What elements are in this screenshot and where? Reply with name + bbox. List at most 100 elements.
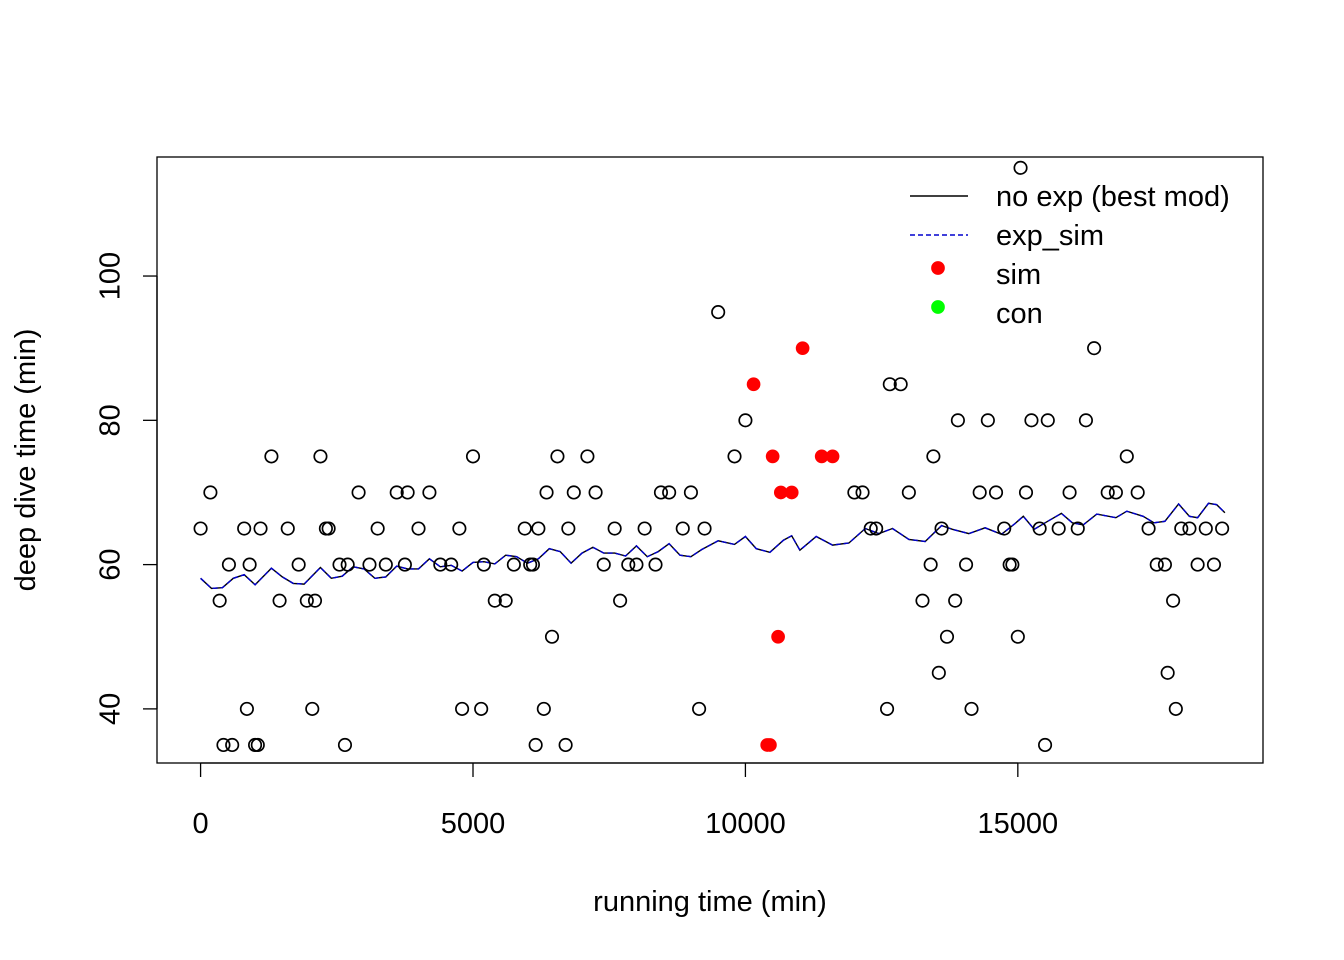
data-point (1100, 485, 1115, 500)
data-point (362, 557, 377, 572)
data-point (1070, 521, 1085, 536)
legend-label-con: con (996, 298, 1043, 330)
data-point (939, 629, 955, 644)
data-point (433, 557, 448, 572)
legend-swatch-sim (931, 261, 945, 275)
data-point-sim (765, 449, 780, 464)
y-axis: 40 60 80 100 (95, 252, 158, 725)
data-point (487, 593, 502, 608)
data-point (452, 521, 467, 536)
data-point (607, 521, 622, 536)
data-point (455, 701, 470, 716)
data-point (653, 485, 669, 500)
data-point (880, 701, 895, 716)
data-point (915, 593, 930, 608)
data-point (216, 737, 231, 753)
data-point (307, 593, 323, 608)
data-point (400, 485, 415, 500)
data-point (662, 485, 677, 500)
legend-label-sim: sim (996, 259, 1041, 291)
data-point (193, 521, 208, 536)
x-axis: 0 5000 10000 15000 (193, 762, 1058, 840)
data-point (1013, 160, 1028, 175)
data-point (738, 413, 753, 428)
data-point (882, 377, 897, 392)
data-point (264, 449, 279, 464)
legend-label-no-exp-best-mod: no exp (best mod) (996, 181, 1230, 213)
data-point (351, 485, 366, 500)
data-point (528, 737, 543, 753)
data-point (444, 557, 459, 572)
data-point (340, 557, 355, 572)
x-tick-label: 0 (193, 808, 209, 840)
data-point (1174, 521, 1189, 536)
y-tick-label: 100 (95, 252, 127, 300)
data-point (272, 593, 287, 608)
data-point (476, 557, 491, 572)
data-point (997, 521, 1012, 536)
x-tick-label: 5000 (441, 808, 506, 840)
data-point (637, 521, 652, 536)
data-point (1168, 701, 1183, 716)
data-point (305, 701, 320, 716)
data-point (1002, 557, 1017, 572)
data-point (539, 485, 554, 500)
data-point (692, 701, 707, 716)
data-point (893, 377, 908, 392)
data-point (847, 485, 862, 500)
data-point (378, 557, 393, 572)
data-point (411, 521, 426, 536)
data-point (948, 593, 963, 608)
data-point (580, 449, 595, 464)
data-point (1018, 485, 1034, 500)
data-point (203, 485, 218, 500)
data-point (950, 413, 965, 428)
x-axis-title: running time (min) (593, 886, 827, 918)
data-point-sim (771, 629, 785, 644)
data-point (1182, 521, 1197, 536)
data-point (550, 449, 565, 464)
data-point (1087, 341, 1102, 356)
data-point (498, 593, 513, 608)
data-point-sim (825, 449, 840, 464)
data-point (613, 593, 628, 608)
data-point (370, 521, 385, 536)
data-point (337, 737, 353, 753)
data-point (531, 521, 546, 536)
y-tick-label: 80 (95, 404, 127, 436)
data-point (465, 449, 481, 464)
data-point (1215, 521, 1230, 536)
data-point (988, 485, 1004, 500)
data-point (253, 521, 268, 536)
data-point (1130, 485, 1145, 500)
data-point (980, 413, 995, 428)
data-point (1051, 521, 1066, 536)
data-points (193, 160, 1230, 753)
data-point (683, 485, 698, 500)
data-point (248, 737, 263, 753)
series-line-exp-sim (200, 502, 1226, 590)
y-axis-title: deep dive time (min) (10, 329, 42, 592)
data-point (972, 485, 987, 500)
data-point (212, 593, 227, 608)
y-tick-label: 60 (95, 548, 127, 580)
data-point (242, 557, 257, 572)
x-tick-label: 15000 (977, 808, 1058, 840)
data-point (964, 701, 979, 716)
data-point (525, 557, 540, 572)
data-point (536, 701, 551, 716)
data-point (1206, 557, 1222, 572)
data-point (239, 701, 254, 716)
data-point-sim (746, 377, 761, 392)
data-point (566, 485, 581, 500)
legend-swatch-con (931, 300, 945, 314)
data-point (1166, 593, 1181, 608)
data-point (621, 557, 636, 572)
data-point-sim (784, 485, 799, 500)
data-point (561, 521, 576, 536)
data-point (727, 449, 742, 464)
data-point (517, 521, 532, 536)
data-point (1078, 413, 1093, 428)
